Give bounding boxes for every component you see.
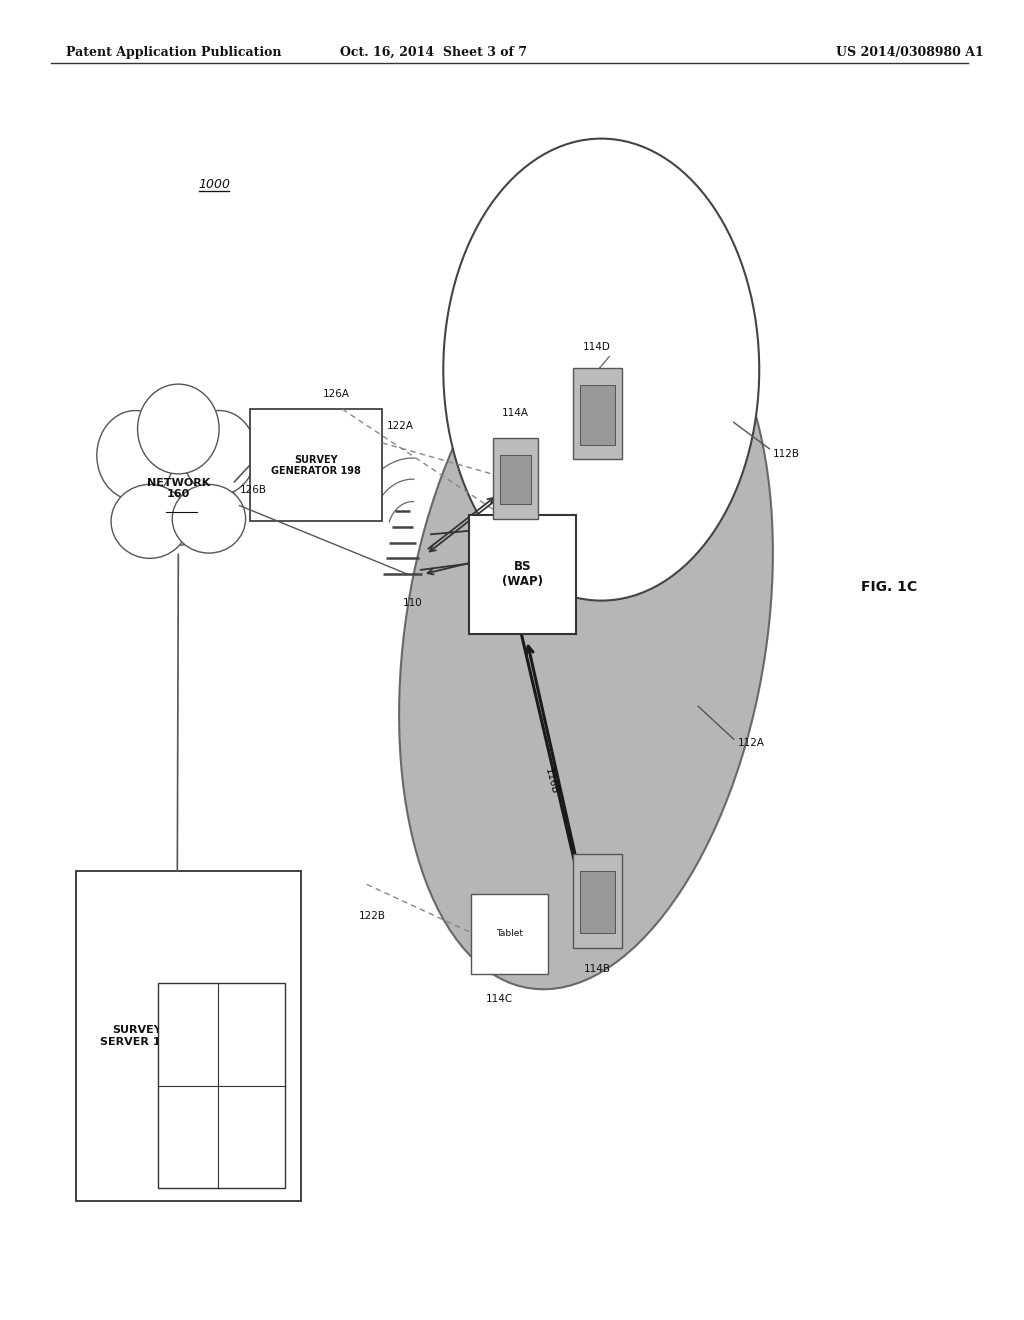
Ellipse shape <box>399 279 773 989</box>
Ellipse shape <box>122 418 234 545</box>
Text: FIG. 1C: FIG. 1C <box>861 581 918 594</box>
Ellipse shape <box>172 484 246 553</box>
Text: LOCATION 194B: LOCATION 194B <box>249 1111 254 1162</box>
Text: 114D: 114D <box>584 342 611 352</box>
Ellipse shape <box>137 384 219 474</box>
FancyBboxPatch shape <box>77 871 301 1201</box>
FancyBboxPatch shape <box>469 515 575 634</box>
FancyBboxPatch shape <box>494 438 538 519</box>
FancyBboxPatch shape <box>158 983 286 1188</box>
Text: SURVEY
GENERATOR 198: SURVEY GENERATOR 198 <box>271 454 360 477</box>
Text: 122B: 122B <box>358 911 386 921</box>
Text: SURVEY 192B: SURVEY 192B <box>249 1012 255 1057</box>
Text: 112B: 112B <box>772 449 800 459</box>
Ellipse shape <box>182 411 256 495</box>
Text: 126B: 126B <box>240 484 266 495</box>
Text: Patent Application Publication: Patent Application Publication <box>67 46 282 59</box>
Text: Tablet: Tablet <box>496 929 523 939</box>
Ellipse shape <box>97 411 174 500</box>
Text: US 2014/0308980 A1: US 2014/0308980 A1 <box>836 46 983 59</box>
FancyBboxPatch shape <box>501 455 531 504</box>
Text: BS
(WAP): BS (WAP) <box>502 560 543 589</box>
Text: 112A: 112A <box>738 738 765 748</box>
Text: 114C: 114C <box>485 994 513 1005</box>
Text: 114A: 114A <box>502 408 529 418</box>
Text: SURVEY 192A: SURVEY 192A <box>185 1012 190 1057</box>
FancyBboxPatch shape <box>572 368 622 459</box>
FancyBboxPatch shape <box>471 894 548 974</box>
Text: LOCATION 194A: LOCATION 194A <box>185 1111 190 1162</box>
Text: 110: 110 <box>402 598 423 609</box>
Text: SURVEY
SERVER 190: SURVEY SERVER 190 <box>99 1026 175 1047</box>
Text: 116A: 116A <box>548 527 565 556</box>
FancyBboxPatch shape <box>250 409 382 521</box>
Text: 1000: 1000 <box>199 178 230 191</box>
Text: 126A: 126A <box>323 388 349 399</box>
FancyBboxPatch shape <box>572 854 622 948</box>
Text: 122A: 122A <box>387 421 415 432</box>
Text: NETWORK
160: NETWORK 160 <box>146 478 210 499</box>
FancyBboxPatch shape <box>580 385 614 445</box>
Text: Oct. 16, 2014  Sheet 3 of 7: Oct. 16, 2014 Sheet 3 of 7 <box>340 46 526 59</box>
Text: 116B: 116B <box>543 767 560 796</box>
Ellipse shape <box>111 484 188 558</box>
FancyBboxPatch shape <box>580 871 614 933</box>
Ellipse shape <box>443 139 759 601</box>
Text: 114B: 114B <box>584 964 610 974</box>
